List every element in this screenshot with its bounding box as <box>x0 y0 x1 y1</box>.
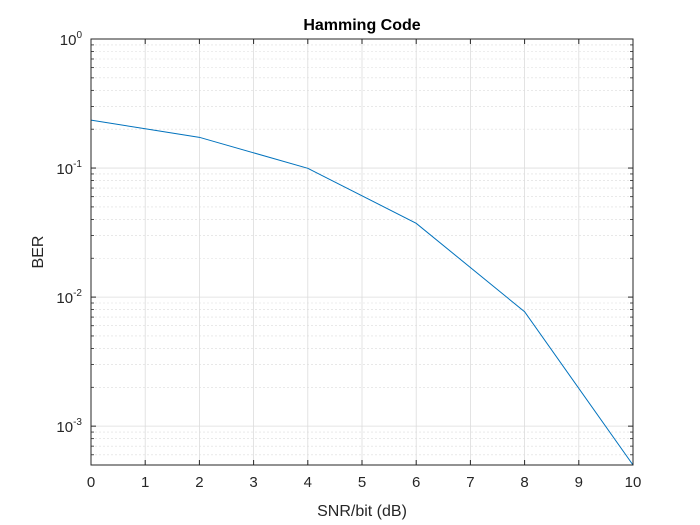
x-tick-label: 5 <box>358 474 366 491</box>
x-tick-label: 4 <box>304 474 312 491</box>
x-tick-label: 9 <box>575 474 583 491</box>
x-tick-label: 1 <box>141 474 149 491</box>
x-tick-label: 8 <box>520 474 528 491</box>
x-tick-label: 6 <box>412 474 420 491</box>
chart-title: Hamming Code <box>303 17 420 34</box>
x-tick-label: 10 <box>625 474 642 491</box>
y-tick-label: 10-3 <box>56 417 82 436</box>
x-tick-label: 7 <box>466 474 474 491</box>
x-tick-label: 0 <box>87 474 95 491</box>
y-tick-label: 100 <box>60 30 83 49</box>
y-tick-label: 10-1 <box>56 159 82 178</box>
y-tick-label: 10-2 <box>56 288 82 307</box>
ticks: 0 1 2 3 4 5 6 7 8 9 10 10-3 10-2 10-1 100 <box>56 30 641 491</box>
x-axis-label: SNR/bit (dB) <box>317 503 407 520</box>
x-tick-label: 3 <box>249 474 257 491</box>
series-line <box>90 119 634 466</box>
y-axis-label: BER <box>30 236 47 269</box>
series-layer <box>90 119 634 466</box>
x-tick-label: 2 <box>195 474 203 491</box>
